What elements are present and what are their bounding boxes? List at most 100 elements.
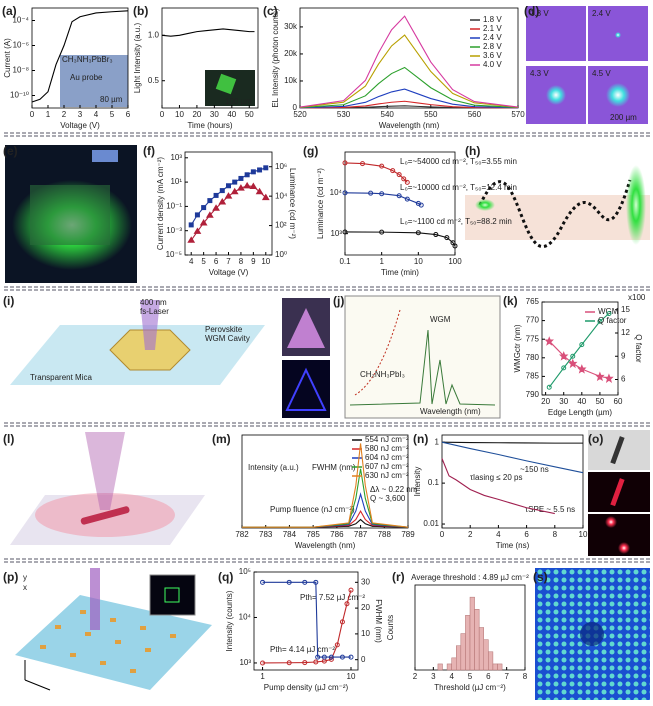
y-tick-label: 10³ bbox=[239, 658, 251, 667]
legend-label: 580 nJ cm⁻² bbox=[365, 444, 409, 453]
annotation: x bbox=[23, 583, 27, 592]
y2-tick-label: 10² bbox=[275, 221, 287, 230]
marker bbox=[207, 198, 213, 204]
x-tick-label: 20 bbox=[541, 397, 550, 406]
device-image bbox=[5, 145, 137, 283]
panel-label: (k) bbox=[503, 294, 518, 308]
series-line bbox=[242, 443, 409, 528]
y2-tick-label: 0 bbox=[361, 655, 366, 664]
y2-axis-label: Luminance (cd m⁻²) bbox=[288, 168, 297, 239]
marker bbox=[232, 179, 238, 185]
y-axis-label: Light Intensity (a.u.) bbox=[133, 23, 142, 94]
histogram-bar bbox=[483, 639, 489, 671]
x-tick-label: 0 bbox=[440, 530, 445, 539]
marker bbox=[342, 160, 348, 166]
x-tick-label: 6 bbox=[486, 672, 491, 681]
marker bbox=[348, 587, 354, 593]
x-tick-label: 4 bbox=[189, 257, 194, 266]
x-tick-label: 8 bbox=[239, 257, 244, 266]
histogram-bar bbox=[474, 609, 480, 671]
panel-label: (e) bbox=[3, 144, 18, 158]
x-tick-label: 5 bbox=[110, 110, 115, 119]
x-tick-label: 40 bbox=[577, 397, 586, 406]
x-tick-label: 785 bbox=[306, 530, 320, 539]
x-tick-label: 0 bbox=[30, 110, 35, 119]
y-tick-label: 10k bbox=[284, 76, 298, 85]
plot-frame bbox=[161, 7, 259, 109]
marker bbox=[226, 183, 231, 189]
y-tick-label: 10⁻⁴ bbox=[12, 16, 29, 25]
y-tick-label: 10⁻⁶ bbox=[13, 41, 29, 50]
marker bbox=[194, 212, 200, 218]
marker bbox=[339, 619, 345, 625]
series-line bbox=[299, 100, 519, 109]
series-line bbox=[262, 581, 351, 658]
panel-label: (r) bbox=[392, 570, 405, 584]
marker bbox=[255, 187, 264, 195]
legend-label: 630 nJ cm⁻² bbox=[365, 471, 409, 480]
marker bbox=[433, 232, 439, 238]
marker bbox=[261, 193, 270, 201]
y-tick-label: 770 bbox=[526, 316, 540, 325]
annotation: CH₃NH₃PbI₃ bbox=[360, 370, 405, 379]
marker bbox=[396, 172, 402, 178]
marker bbox=[604, 373, 614, 383]
panel-label: (p) bbox=[3, 570, 18, 584]
x-tick-label: 20 bbox=[192, 110, 201, 119]
y-tick-label: 30k bbox=[284, 22, 298, 31]
series-line bbox=[262, 589, 352, 664]
y2-tick-label: 12 bbox=[621, 328, 630, 337]
x-tick-label: 100 bbox=[448, 257, 462, 266]
y-tick-label: 10⁵ bbox=[239, 567, 251, 576]
x-tick-label: 30 bbox=[559, 397, 568, 406]
x-tick-label: 787 bbox=[354, 530, 368, 539]
y-tick-label: 765 bbox=[526, 297, 540, 306]
nanowire-images bbox=[588, 430, 650, 556]
y2-tick-label: 6 bbox=[621, 375, 626, 384]
y-tick-label: 1.0 bbox=[148, 30, 160, 39]
marker bbox=[219, 188, 225, 194]
panel-label: (s) bbox=[533, 570, 548, 584]
marker bbox=[561, 365, 567, 371]
x-tick-label: 5 bbox=[468, 672, 473, 681]
y-tick-label: 10¹ bbox=[170, 177, 182, 186]
legend-label: 604 nJ cm⁻² bbox=[365, 453, 409, 462]
y-tick-label: 10³ bbox=[330, 229, 342, 238]
annotation: Pth= 7.52 µJ cm⁻² bbox=[300, 593, 365, 602]
x-tick-label: 10 bbox=[347, 672, 356, 681]
x-tick-label: 60 bbox=[614, 397, 623, 406]
y-tick-label: 10⁻⁵ bbox=[166, 250, 182, 259]
legend-label: 607 nJ cm⁻² bbox=[365, 462, 409, 471]
panel-label: (l) bbox=[3, 432, 14, 446]
wgm-schematic bbox=[10, 298, 330, 418]
y-tick-label: 10³ bbox=[170, 153, 182, 162]
legend-label: 2.1 V bbox=[483, 24, 502, 33]
array-schematic bbox=[15, 568, 212, 691]
y-tick-label: 0 bbox=[293, 103, 298, 112]
legend-label: 3.6 V bbox=[483, 51, 502, 60]
y2-axis-label: FWHM (nm) bbox=[374, 599, 383, 643]
marker bbox=[313, 659, 319, 665]
annotation: τlasing ≤ 20 ps bbox=[470, 473, 522, 482]
y2-axis-label: Q factor bbox=[634, 334, 643, 363]
annotation: x100 bbox=[628, 293, 646, 302]
marker bbox=[606, 311, 612, 317]
marker bbox=[418, 202, 424, 208]
x-tick-label: 1 bbox=[46, 110, 51, 119]
series-line bbox=[299, 88, 519, 109]
annotation: Perovskite bbox=[205, 325, 243, 334]
series-line bbox=[299, 105, 519, 109]
histogram-bar bbox=[497, 663, 503, 671]
y-tick-label: 10⁴ bbox=[330, 188, 343, 197]
panel-label: (m) bbox=[212, 432, 231, 446]
x-tick-label: 8 bbox=[553, 530, 558, 539]
crystal bbox=[215, 73, 237, 95]
x-tick-label: 788 bbox=[378, 530, 392, 539]
x-tick-label: 4 bbox=[496, 530, 501, 539]
marker bbox=[597, 318, 603, 324]
y2-tick-label: 10 bbox=[361, 629, 370, 638]
series-line bbox=[299, 15, 519, 108]
legend-label: 4.0 V bbox=[483, 60, 502, 69]
series-line bbox=[344, 162, 408, 183]
